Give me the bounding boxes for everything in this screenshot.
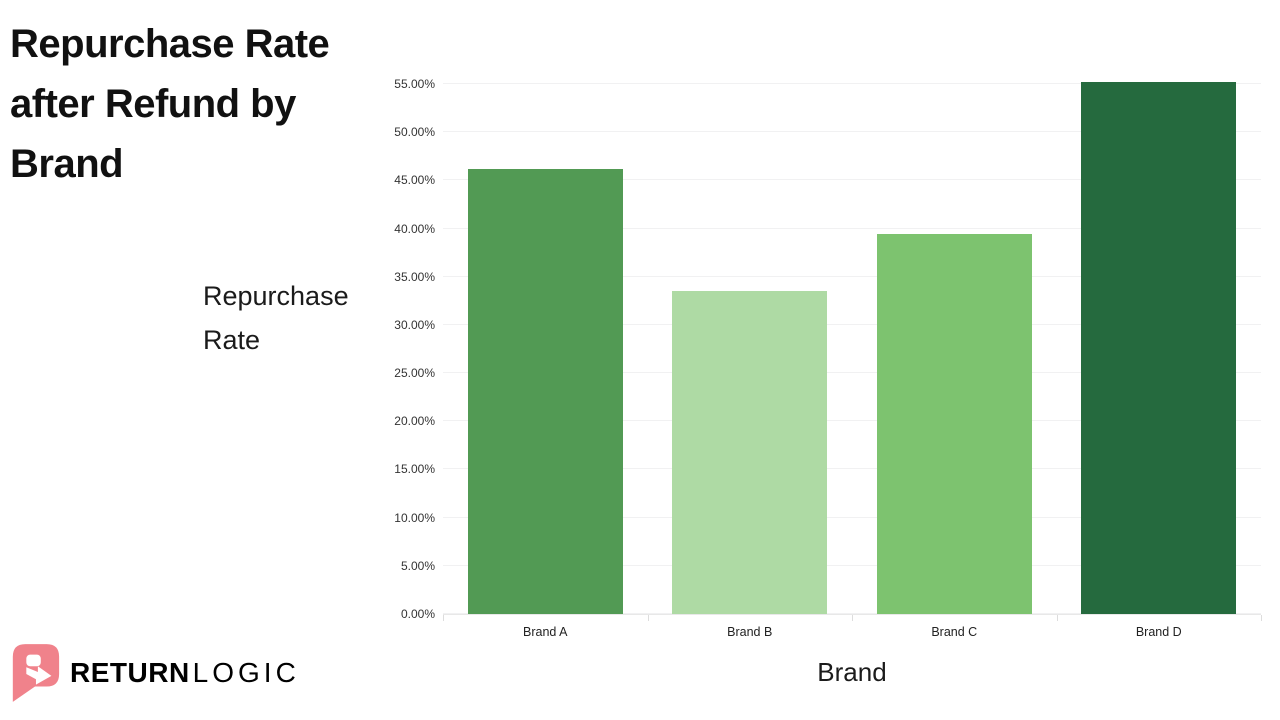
y-axis-tick-label: 45.00% xyxy=(394,173,435,188)
plot-area xyxy=(443,62,1261,615)
x-axis-boundary-tick xyxy=(1261,615,1262,621)
gridline xyxy=(443,83,1261,84)
gridline xyxy=(443,131,1261,133)
gridline xyxy=(443,323,1261,325)
y-axis-tick-label: 35.00% xyxy=(394,269,435,284)
gridline xyxy=(443,613,1261,614)
y-axis-tick-label: 40.00% xyxy=(394,221,435,236)
gridline xyxy=(443,372,1261,374)
x-axis-boundary-tick xyxy=(443,615,444,621)
x-axis-boundary-tick xyxy=(852,615,853,621)
x-axis-tick-label: Brand D xyxy=(1135,625,1182,639)
gridline xyxy=(443,516,1261,518)
y-axis-tick-label: 10.00% xyxy=(394,510,435,525)
y-axis-tick-label: 15.00% xyxy=(394,462,435,477)
y-axis-tick-label: 20.00% xyxy=(394,414,435,429)
bar-brand-b xyxy=(672,291,828,614)
wordmark-return: RETURN xyxy=(70,657,190,688)
y-axis-tick-label: 25.00% xyxy=(394,366,435,381)
x-axis-tick-label: Brand A xyxy=(523,625,568,639)
y-axis-tick-label: 5.00% xyxy=(400,558,435,573)
y-axis-title: Repurchase Rate xyxy=(203,281,349,355)
gridline xyxy=(443,179,1261,181)
y-axis-tick-label: 50.00% xyxy=(394,125,435,140)
y-axis-tick-label: 30.00% xyxy=(394,317,435,332)
x-axis-boundary-tick xyxy=(1056,615,1058,621)
bar-brand-c xyxy=(876,234,1032,614)
bar-brand-d xyxy=(1081,82,1237,614)
x-axis-title: Brand xyxy=(817,657,887,687)
chart-title: Repurchase Rate after Refund by Brand xyxy=(10,22,330,186)
gridline xyxy=(443,275,1261,277)
x-axis-tick-label: Brand C xyxy=(931,625,978,639)
returnlogic-wordmark: RETURN LOGIC xyxy=(70,640,300,706)
returnlogic-logo: RETURN LOGIC xyxy=(8,640,300,706)
y-axis-tick-label: 55.00% xyxy=(394,77,435,91)
gridline xyxy=(443,468,1261,470)
bar-brand-a xyxy=(467,168,623,614)
gridline xyxy=(443,227,1261,229)
x-axis-boundary-tick xyxy=(647,615,649,621)
x-axis-tick-label: Brand B xyxy=(727,625,773,639)
y-axis-tick-label: 0.00% xyxy=(400,607,435,621)
gridline xyxy=(443,420,1261,422)
returnlogic-logo-icon xyxy=(12,644,60,702)
wordmark-logic: LOGIC xyxy=(192,657,300,688)
gridline xyxy=(443,564,1261,566)
